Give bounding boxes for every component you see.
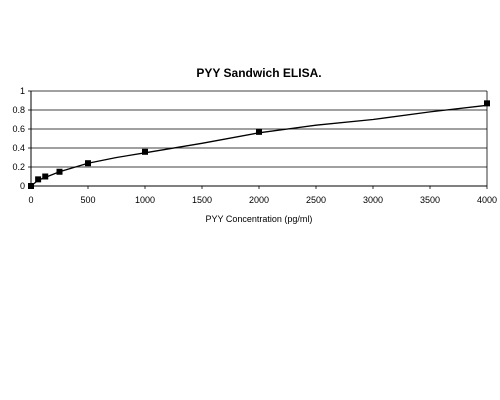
x-tick-label: 4000 <box>477 195 497 205</box>
x-tick-label: 3500 <box>420 195 440 205</box>
x-tick-label: 1500 <box>192 195 212 205</box>
y-tick-label: 0.6 <box>12 124 25 134</box>
x-tick-label: 3000 <box>363 195 383 205</box>
data-point <box>28 183 34 189</box>
data-point <box>56 168 63 175</box>
data-point <box>42 173 49 180</box>
data-point <box>256 128 262 135</box>
y-tick-label: 0.2 <box>12 162 25 172</box>
trend-line <box>30 104 488 187</box>
data-point <box>484 100 490 107</box>
data-point <box>142 148 148 155</box>
x-tick-label: 2000 <box>249 195 269 205</box>
x-tick-label: 1000 <box>135 195 155 205</box>
y-tick-label: 0.8 <box>12 105 25 115</box>
data-point <box>85 160 91 167</box>
data-point <box>35 176 42 183</box>
chart-title: PYY Sandwich ELISA. <box>196 66 321 80</box>
x-tick-label: 0 <box>28 195 33 205</box>
y-tick-labels: 0 0.2 0.4 0.6 0.8 1 <box>12 86 25 191</box>
axes <box>28 90 488 189</box>
y-tick-label: 1 <box>20 86 25 96</box>
x-tick-label: 2500 <box>306 195 326 205</box>
trend-curve <box>30 104 488 187</box>
x-axis-label: PYY Concentration (pg/ml) <box>206 214 313 224</box>
data-points <box>28 100 490 189</box>
x-tick-labels: 0 500 1000 1500 2000 2500 3000 3500 4000 <box>28 195 497 205</box>
y-tick-label: 0.4 <box>12 143 25 153</box>
x-tick-label: 500 <box>80 195 95 205</box>
y-tick-label: 0 <box>20 181 25 191</box>
